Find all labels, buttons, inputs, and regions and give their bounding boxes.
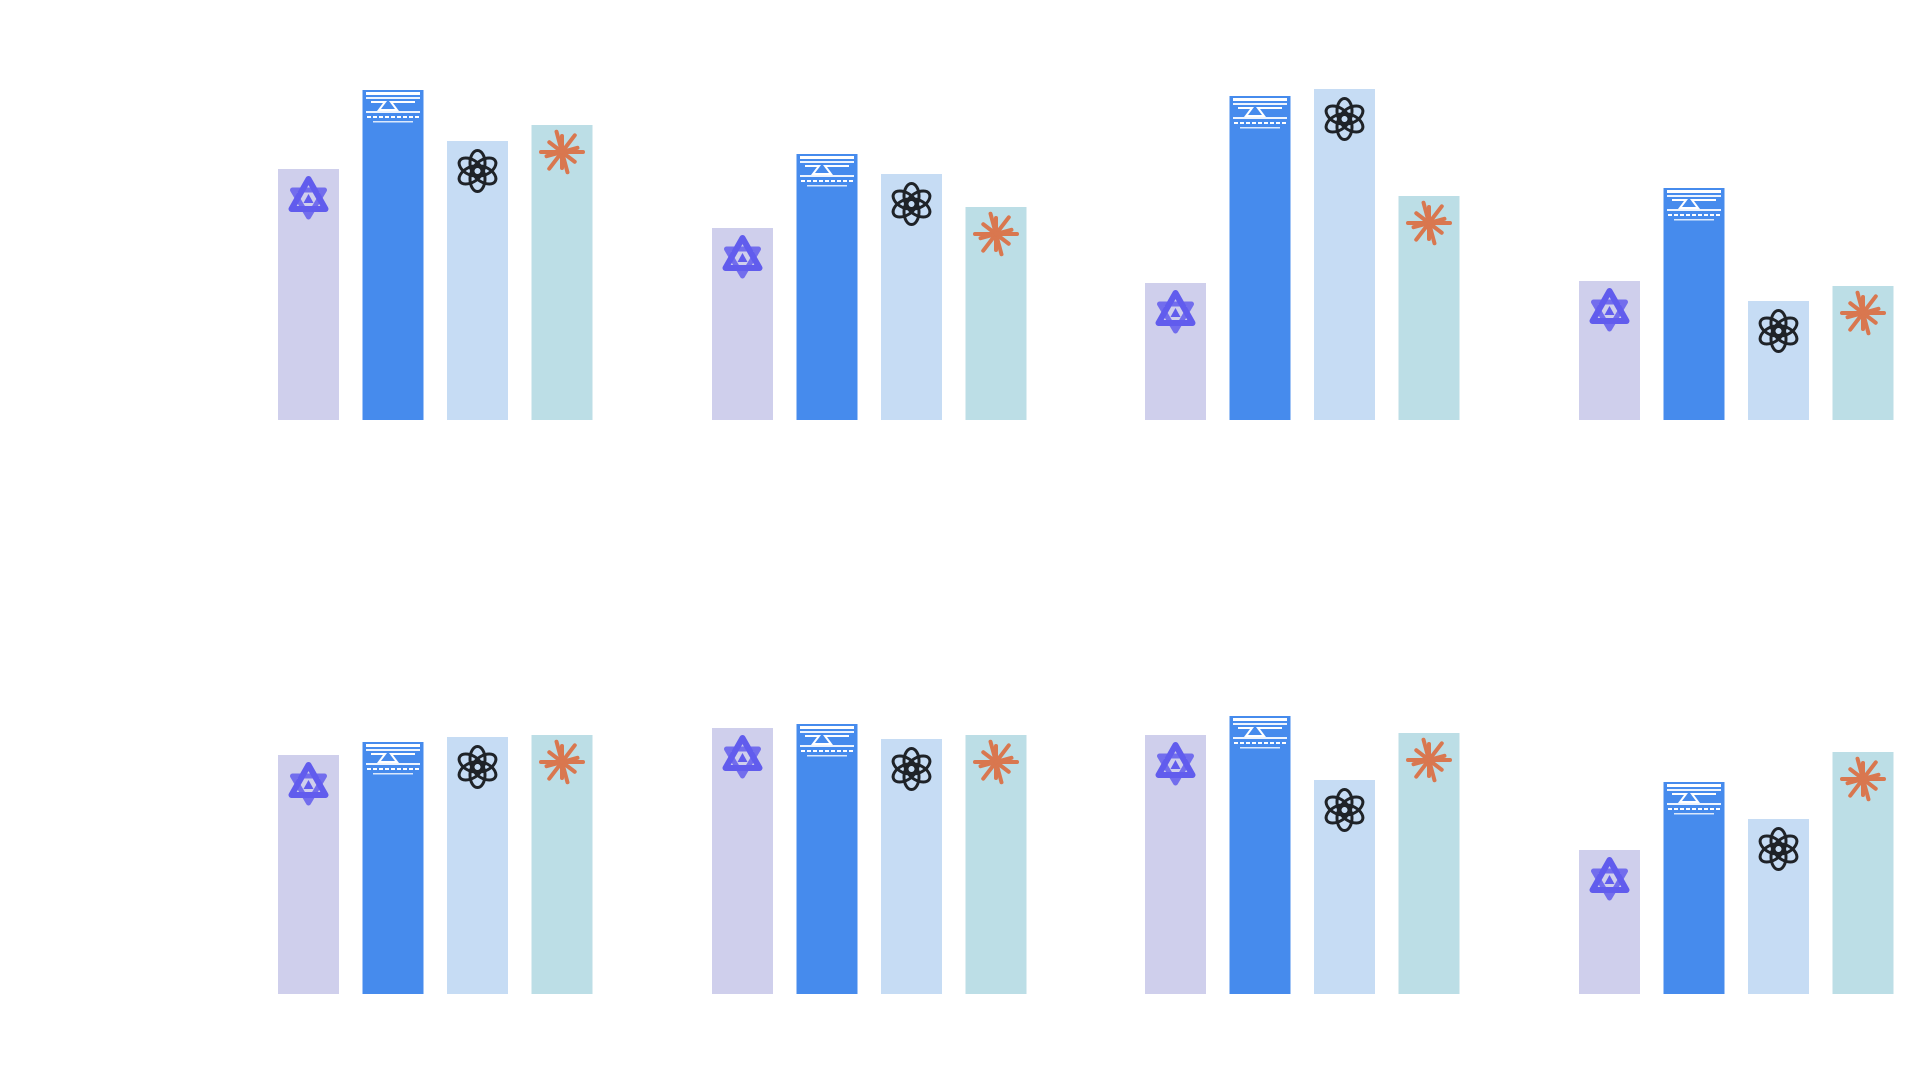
deepseek-logo-icon: [1667, 190, 1721, 221]
deepseek-logo-icon: [366, 744, 420, 775]
openai-logo-icon: [457, 149, 498, 193]
chart-panel-6: [712, 724, 1027, 994]
bar-openai: [447, 737, 508, 994]
chart-panel-1: [278, 90, 593, 420]
bar-openai: [1748, 301, 1809, 420]
chart-panel-2: [712, 154, 1027, 420]
chart-panel-5: [278, 735, 593, 994]
claude-logo-icon: [973, 739, 1019, 785]
qwen-logo-icon: [1155, 290, 1196, 334]
openai-logo-icon: [1324, 97, 1365, 141]
openai-logo-icon: [1758, 827, 1799, 871]
claude-logo-icon: [539, 739, 585, 785]
qwen-logo-icon: [288, 176, 329, 220]
qwen-logo-icon: [1589, 857, 1630, 901]
chart-panel-3: [1145, 89, 1460, 420]
qwen-logo-icon: [1589, 288, 1630, 332]
openai-logo-icon: [1758, 309, 1799, 353]
qwen-logo-icon: [722, 735, 763, 779]
deepseek-logo-icon: [800, 156, 854, 187]
bar-qwen: [278, 755, 339, 994]
claude-logo-icon: [539, 129, 585, 175]
deepseek-logo-icon: [366, 92, 420, 123]
openai-logo-icon: [1324, 788, 1365, 832]
claude-logo-icon: [1840, 756, 1886, 802]
bar-openai: [881, 174, 942, 420]
deepseek-logo-icon: [1233, 98, 1287, 129]
bar-deepseek: [1663, 782, 1725, 994]
chart-panel-4: [1579, 188, 1894, 420]
bar-deepseek: [1229, 96, 1291, 420]
deepseek-logo-icon: [1667, 784, 1721, 815]
bar-deepseek: [362, 742, 424, 994]
bar-openai: [1314, 89, 1375, 420]
qwen-logo-icon: [1155, 742, 1196, 786]
bar-qwen: [1579, 850, 1640, 994]
bar-openai: [1748, 819, 1809, 994]
bar-deepseek: [362, 90, 424, 420]
deepseek-logo-icon: [1233, 718, 1287, 749]
claude-logo-icon: [973, 211, 1019, 257]
bar-deepseek: [1229, 716, 1291, 994]
claude-logo-icon: [1840, 290, 1886, 336]
chart-panel-8: [1579, 752, 1894, 994]
openai-logo-icon: [891, 182, 932, 226]
openai-logo-icon: [891, 747, 932, 791]
qwen-logo-icon: [288, 762, 329, 806]
bar-deepseek: [1663, 188, 1725, 420]
chart-panel-7: [1145, 716, 1460, 994]
bar-claude: [531, 125, 593, 420]
bar-openai: [447, 141, 508, 420]
qwen-logo-icon: [722, 235, 763, 279]
bar-deepseek: [796, 724, 858, 994]
bar-deepseek: [796, 154, 858, 420]
bar-openai: [881, 739, 942, 994]
bar-openai: [1314, 780, 1375, 994]
claude-logo-icon: [1406, 737, 1452, 783]
deepseek-logo-icon: [800, 726, 854, 757]
claude-logo-icon: [1406, 200, 1452, 246]
openai-logo-icon: [457, 745, 498, 789]
